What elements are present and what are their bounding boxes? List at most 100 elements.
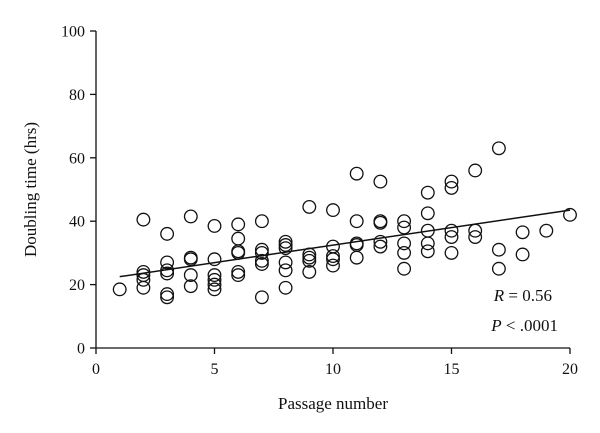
data-point [136, 264, 151, 279]
data-point [207, 277, 222, 292]
x-tick-label: 15 [444, 361, 460, 378]
data-point [278, 255, 293, 270]
y-tick-label: 40 [69, 214, 85, 231]
data-point [326, 258, 340, 273]
data-point [444, 180, 459, 195]
data-point [397, 245, 412, 260]
data-point [207, 252, 222, 267]
data-point [254, 245, 269, 260]
r-symbol: R [493, 286, 505, 305]
y-tick-label: 80 [69, 87, 85, 104]
data-point [160, 226, 175, 241]
r-value: = 0.56 [504, 286, 552, 305]
r-statistic: R = 0.56 [493, 286, 552, 305]
x-tick-label: 20 [562, 361, 578, 378]
y-tick-label: 60 [69, 150, 85, 167]
data-point [160, 287, 175, 302]
data-point [349, 166, 364, 181]
x-tick-label: 0 [92, 361, 100, 378]
data-point [183, 252, 198, 267]
data-point [160, 290, 175, 305]
data-point [349, 214, 364, 229]
data-point [373, 174, 388, 189]
data-point [254, 253, 269, 268]
data-point [278, 241, 293, 256]
data-point [373, 239, 388, 254]
x-tick-label: 5 [211, 361, 219, 378]
data-point [207, 219, 222, 233]
data-point [420, 206, 435, 221]
data-points [112, 141, 577, 305]
data-point [207, 282, 222, 297]
data-point [491, 141, 506, 156]
data-point [397, 236, 412, 251]
data-point [397, 261, 412, 276]
data-point [420, 185, 435, 200]
p-symbol: P [490, 316, 501, 335]
data-point [160, 255, 175, 270]
data-point [326, 203, 340, 218]
data-point [349, 250, 364, 265]
data-point [373, 215, 388, 230]
data-point [326, 249, 340, 264]
data-point [183, 209, 198, 224]
data-point [420, 236, 435, 251]
data-point [278, 263, 293, 278]
data-point [183, 268, 198, 283]
data-point [278, 280, 293, 295]
data-point [539, 223, 554, 238]
data-point [397, 220, 412, 235]
p-value: < .0001 [502, 316, 558, 335]
data-point [444, 174, 459, 189]
data-point [444, 230, 459, 245]
x-tick-label: 10 [325, 361, 341, 378]
data-point [254, 290, 269, 305]
data-point [373, 234, 388, 249]
data-point [231, 231, 246, 246]
data-point [515, 225, 530, 240]
data-point [515, 247, 530, 262]
y-tick-label: 100 [61, 24, 85, 41]
data-point [207, 272, 222, 287]
data-point [326, 252, 340, 267]
data-point [160, 263, 175, 278]
data-point [444, 245, 459, 260]
data-point [136, 212, 151, 227]
data-point [444, 223, 459, 238]
data-point [136, 280, 151, 295]
data-point [231, 245, 246, 260]
data-point [302, 253, 317, 268]
data-point [254, 242, 269, 257]
data-point [468, 163, 483, 178]
data-point [302, 250, 317, 265]
data-point [468, 230, 483, 245]
data-point [302, 247, 317, 262]
data-point [231, 264, 246, 279]
x-axis-label: Passage number [278, 394, 388, 413]
data-point [468, 223, 483, 238]
data-point [491, 242, 506, 257]
data-point [254, 214, 269, 229]
data-point [278, 234, 293, 249]
y-axis-label: Doubling time (hrs) [21, 122, 40, 257]
data-point [136, 272, 151, 287]
data-point [183, 279, 198, 294]
data-point [231, 217, 246, 232]
data-point [563, 207, 577, 222]
data-point [278, 238, 293, 252]
y-tick-label: 20 [69, 277, 85, 294]
data-point [491, 261, 506, 276]
y-tick-label: 0 [77, 341, 85, 358]
data-point [231, 268, 246, 283]
data-point [254, 257, 269, 271]
regression-line [119, 209, 571, 278]
x-ticks: 0 5 10 15 20 [92, 348, 578, 378]
data-point [112, 282, 127, 297]
y-ticks: 0 20 40 60 80 100 [61, 24, 96, 358]
data-point [302, 264, 317, 279]
data-point [160, 266, 175, 281]
data-point [302, 199, 317, 214]
data-point [397, 214, 412, 229]
data-point [420, 244, 435, 259]
